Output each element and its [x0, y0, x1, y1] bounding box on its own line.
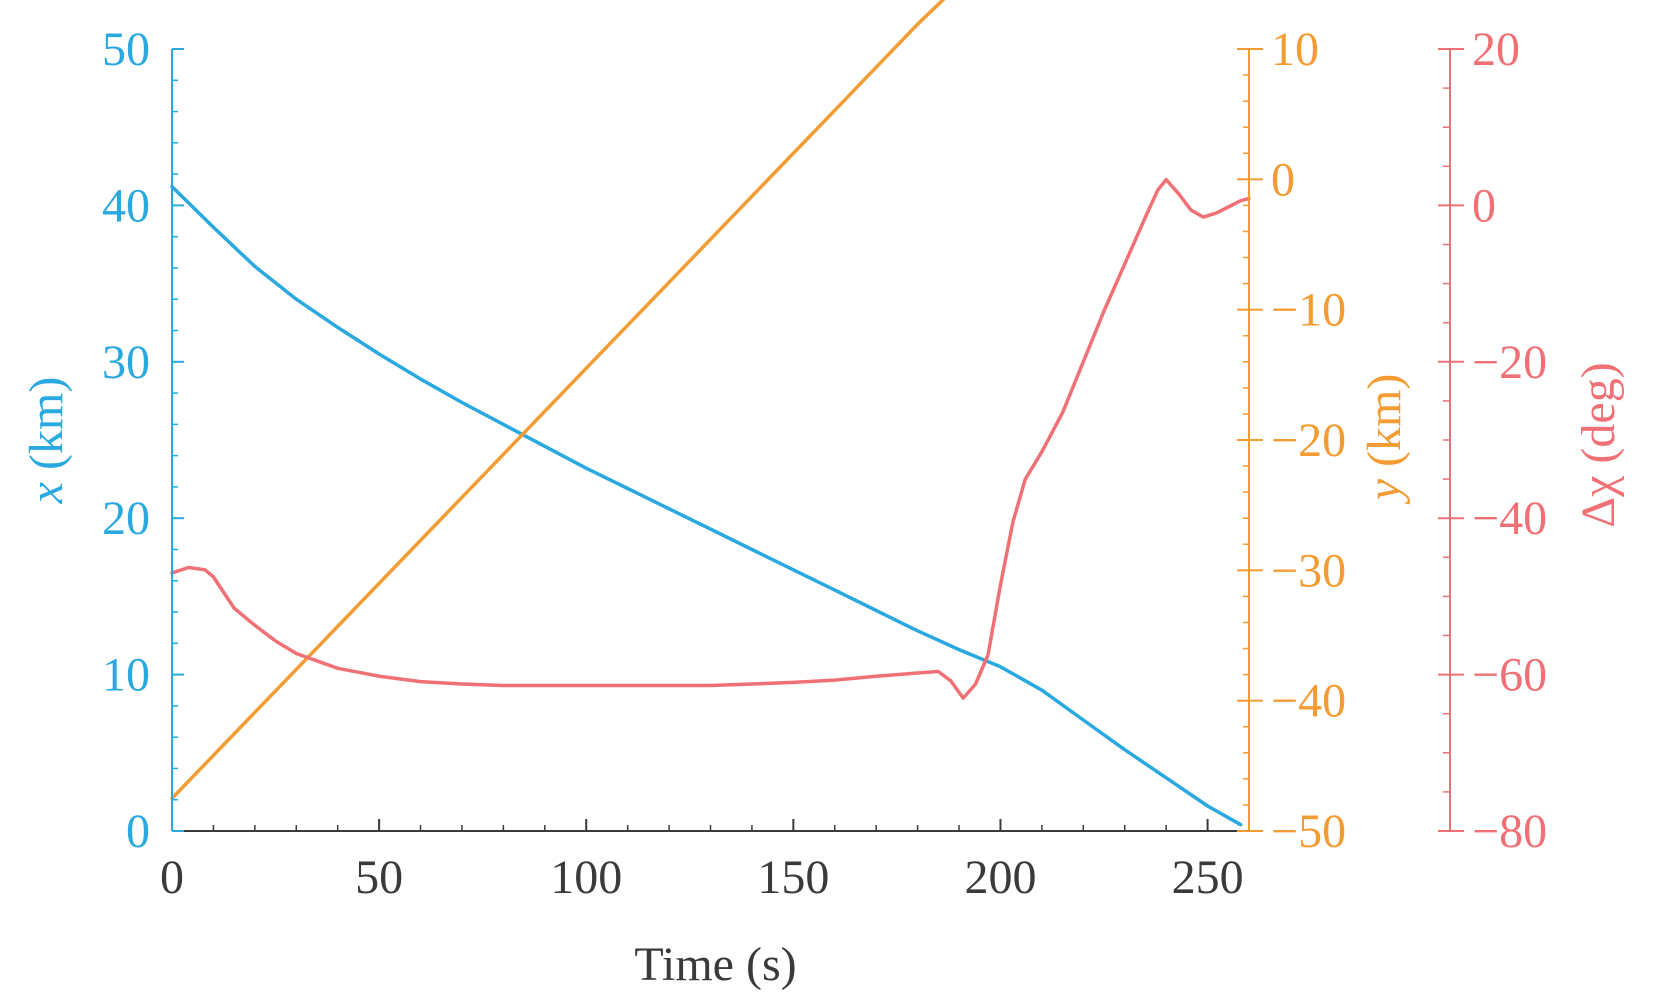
- left-axis-title: x (km): [20, 377, 73, 505]
- x-tick-label: 50: [355, 851, 403, 904]
- left-tick-label: 0: [126, 805, 150, 858]
- left-axis-var: x: [20, 482, 73, 504]
- right1-tick-label: −30: [1271, 544, 1346, 597]
- x-tick-label: 0: [160, 851, 184, 904]
- x-tick-label: 100: [550, 851, 622, 904]
- left-tick-label: 20: [102, 492, 150, 545]
- right1-tick-label: 0: [1271, 153, 1295, 206]
- right1-tick-label: −10: [1271, 284, 1346, 337]
- right2-tick-label: 0: [1472, 179, 1496, 232]
- left-axis-unit: (km): [20, 377, 73, 482]
- right2-axis-title: Δχ (deg): [1572, 362, 1625, 527]
- right1-tick-label: −20: [1271, 414, 1346, 467]
- left-tick-label: 10: [102, 649, 150, 702]
- right2-tick-label: 20: [1472, 23, 1520, 76]
- right1-tick-label: 10: [1271, 23, 1319, 76]
- series-line-right2: [170, 177, 1251, 700]
- right1-tick-label: −50: [1271, 805, 1346, 858]
- x-tick-label: 250: [1172, 851, 1244, 904]
- right1-tick-label: −40: [1271, 675, 1346, 728]
- series-line-right1: [170, 0, 946, 801]
- right2-tick-label: −40: [1472, 492, 1547, 545]
- right2-tick-label: −20: [1472, 336, 1547, 389]
- x-axis-title: Time (s): [634, 938, 796, 991]
- right2-tick-label: −80: [1472, 805, 1547, 858]
- left-tick-label: 50: [102, 23, 150, 76]
- series-line-left: [170, 184, 1243, 827]
- right2-tick-label: −60: [1472, 649, 1547, 702]
- left-tick-label: 40: [102, 179, 150, 232]
- right1-axis-var: y: [1358, 478, 1411, 505]
- right1-axis-title: y (km): [1358, 374, 1411, 506]
- x-tick-label: 200: [964, 851, 1036, 904]
- right2-axis-unit: (deg): [1572, 362, 1625, 475]
- right2-axis-var: Δχ: [1572, 475, 1625, 528]
- right1-axis-unit: (km): [1358, 374, 1411, 479]
- left-tick-label: 30: [102, 336, 150, 389]
- x-tick-label: 150: [757, 851, 829, 904]
